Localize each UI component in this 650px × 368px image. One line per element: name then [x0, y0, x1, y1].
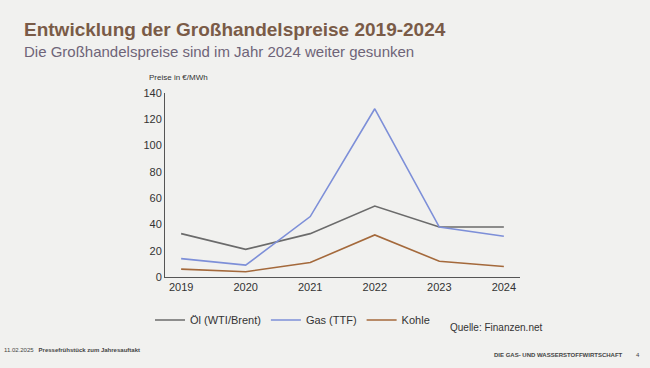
svg-text:11.02.2025 Pressefrühstück z: 11.02.2025 Pressefrühstück zum Jahresauf… — [4, 347, 140, 353]
svg-text:120: 120 — [143, 113, 161, 125]
svg-text:Gas (TTF): Gas (TTF) — [306, 314, 357, 326]
svg-text:80: 80 — [150, 166, 162, 178]
svg-text:Preise in €/MWh: Preise in €/MWh — [149, 73, 208, 82]
svg-text:2021: 2021 — [298, 281, 322, 293]
svg-text:4: 4 — [636, 352, 640, 358]
svg-text:0: 0 — [156, 271, 162, 283]
svg-text:Die Großhandelspreise sind im: Die Großhandelspreise sind im Jahr 2024 … — [24, 43, 414, 60]
svg-text:140: 140 — [143, 87, 161, 99]
svg-text:2023: 2023 — [427, 281, 451, 293]
svg-text:60: 60 — [150, 192, 162, 204]
svg-text:2022: 2022 — [363, 281, 387, 293]
svg-text:DIE GAS- UND WASSERSTOFFWIRTSC: DIE GAS- UND WASSERSTOFFWIRTSCHAFT — [494, 352, 623, 358]
svg-text:Entwicklung der Großhandelspre: Entwicklung der Großhandelspreise 2019-2… — [24, 19, 446, 40]
svg-text:20: 20 — [150, 245, 162, 257]
svg-text:2024: 2024 — [492, 281, 516, 293]
svg-text:2019: 2019 — [169, 281, 193, 293]
svg-text:2020: 2020 — [233, 281, 257, 293]
svg-text:Öl (WTI/Brent): Öl (WTI/Brent) — [190, 314, 261, 326]
svg-text:Kohle: Kohle — [402, 314, 430, 326]
svg-text:40: 40 — [150, 218, 162, 230]
svg-text:Quelle: Finanzen.net: Quelle: Finanzen.net — [450, 322, 543, 333]
svg-text:100: 100 — [143, 139, 161, 151]
